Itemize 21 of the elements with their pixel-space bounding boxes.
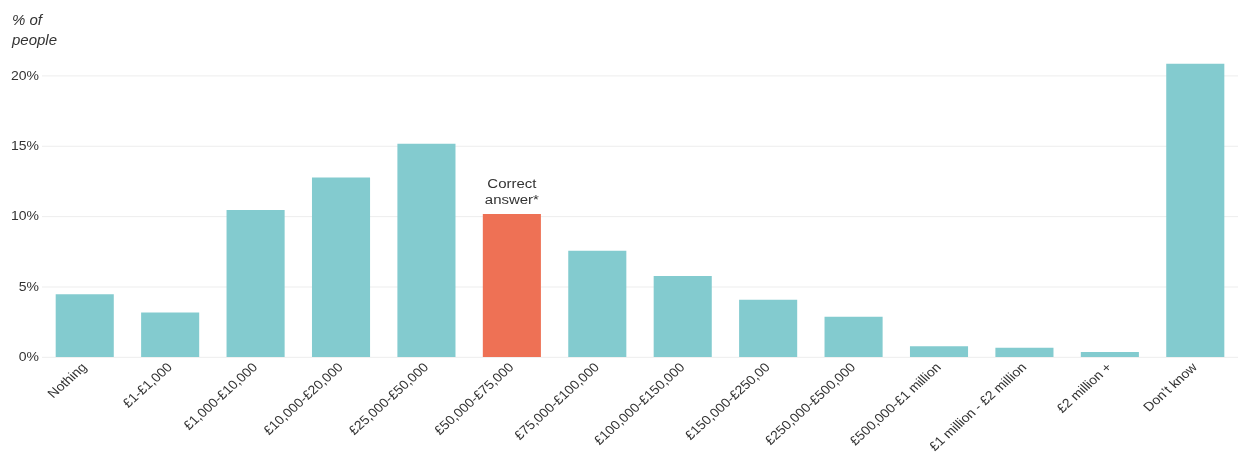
bar — [482, 214, 541, 358]
bar — [909, 346, 969, 358]
y-tick-label: 20% — [11, 68, 40, 83]
bar — [653, 275, 712, 358]
bar — [1080, 351, 1139, 358]
y-tick-label: 0% — [18, 349, 40, 364]
bar — [568, 250, 627, 358]
bar — [55, 294, 114, 358]
bar — [739, 299, 798, 358]
bar — [1166, 63, 1225, 358]
bar — [995, 347, 1054, 358]
y-tick-label: 10% — [11, 209, 40, 224]
y-tick-label: 15% — [11, 138, 40, 153]
bar — [311, 177, 371, 358]
bar — [226, 209, 285, 358]
bar — [824, 316, 883, 358]
bar — [141, 312, 200, 358]
annotation: Correct answer* — [484, 175, 540, 207]
y-tick-label: 5% — [18, 279, 40, 294]
bar — [397, 143, 456, 358]
y-axis-title: % of people — [12, 10, 59, 50]
